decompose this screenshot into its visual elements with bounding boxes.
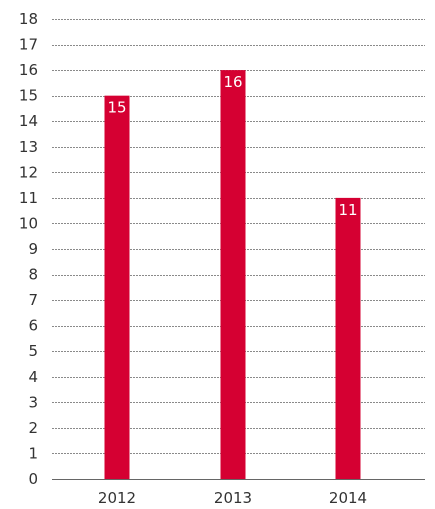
- y-tick-label: 17: [19, 36, 38, 54]
- data-labels: 15 16 11: [107, 73, 357, 219]
- bar-2012: [104, 95, 130, 480]
- y-tick-label: 2: [28, 419, 38, 437]
- y-tick-label: 8: [28, 266, 38, 284]
- y-tick-label: 3: [28, 393, 38, 411]
- y-tick-label: 9: [28, 240, 38, 258]
- x-axis-ticks: 2012 2013 2014: [98, 489, 367, 507]
- bars: [104, 70, 361, 480]
- y-tick-label: 0: [28, 470, 38, 488]
- bar-2014: [335, 197, 361, 479]
- data-label-2013: 16: [223, 73, 242, 91]
- x-tick-label-2014: 2014: [329, 489, 367, 507]
- y-tick-label: 10: [19, 214, 38, 232]
- data-label-2014: 11: [338, 201, 357, 219]
- x-tick-label-2013: 2013: [214, 489, 252, 507]
- y-tick-label: 18: [19, 10, 38, 28]
- y-tick-label: 11: [19, 189, 38, 207]
- y-tick-label: 5: [28, 342, 38, 360]
- y-tick-label: 1: [28, 444, 38, 462]
- y-tick-label: 16: [19, 61, 38, 79]
- y-tick-label: 7: [28, 291, 38, 309]
- y-tick-label: 12: [19, 163, 38, 181]
- y-tick-label: 13: [19, 138, 38, 156]
- data-label-2012: 15: [107, 99, 126, 117]
- y-tick-label: 15: [19, 87, 38, 105]
- bar-2013: [220, 70, 246, 479]
- y-tick-label: 4: [28, 368, 38, 386]
- x-tick-label-2012: 2012: [98, 489, 136, 507]
- y-tick-label: 6: [28, 317, 38, 335]
- y-tick-label: 14: [19, 112, 38, 130]
